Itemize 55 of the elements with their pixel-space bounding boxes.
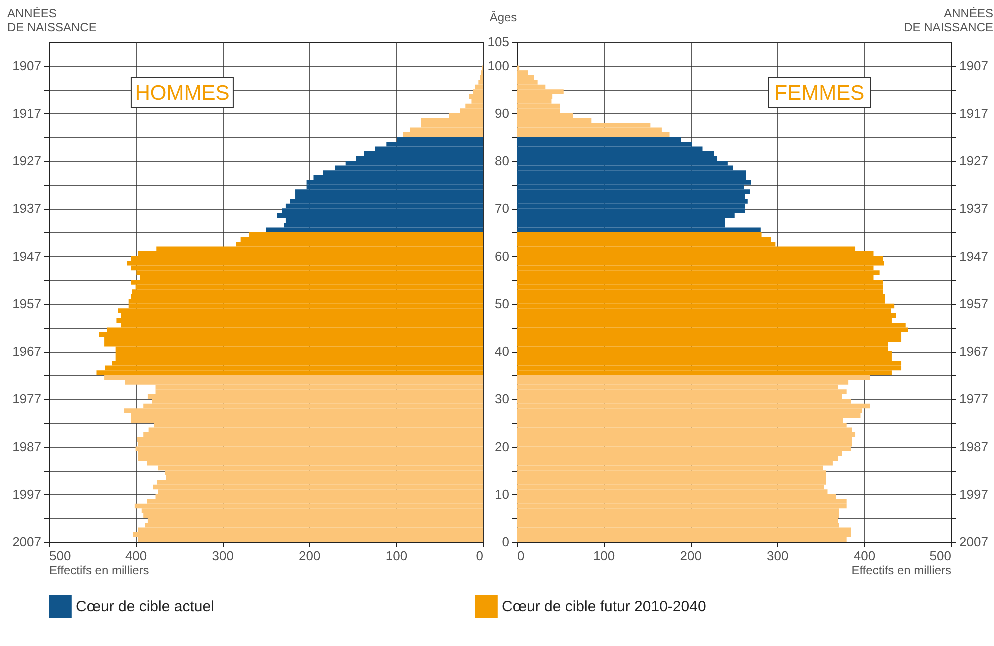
y2-tick-label: 1977: [960, 392, 988, 407]
y2-axis-title: ANNÉES DE NAISSANCE: [904, 6, 994, 34]
y-tick-label: 90: [495, 106, 510, 121]
y-tick-label: 80: [495, 154, 510, 169]
x-tick-label: 400: [125, 548, 148, 564]
x-tick-label: 200: [299, 548, 321, 564]
x-tick-label: 100: [593, 548, 616, 564]
y-tick-label: 40: [495, 344, 510, 360]
y-tick-label: 105: [488, 34, 510, 50]
y-tick-label: 30: [495, 392, 510, 407]
x-tick-label: 100: [386, 548, 408, 564]
x-tick-label: 300: [767, 548, 789, 564]
y-tick-label: 50: [495, 296, 510, 312]
x-tick-label: 400: [854, 548, 876, 564]
y2-tick-label: 1967: [960, 344, 988, 360]
y2-tick-label: 1937: [960, 201, 988, 216]
y2-tick-label: 1957: [960, 296, 988, 312]
y2-tick-label: 1997: [960, 486, 988, 502]
y-tick-label: 2007: [12, 534, 42, 550]
y-tick-label: 1977: [12, 392, 42, 407]
x-tick-label: 500: [930, 548, 952, 564]
y-axis-title: Âges: [490, 10, 518, 24]
y-tick-label: 20: [495, 439, 510, 454]
y-tick-label: 1957: [12, 296, 42, 312]
annotation: FEMMES: [774, 82, 865, 105]
x-axis-title: Effectifs en milliers: [50, 564, 150, 578]
y2-tick-label: 2007: [960, 534, 988, 550]
x-tick-label: 200: [680, 548, 702, 564]
y-tick-label: 1917: [12, 106, 42, 121]
x-axis-title: Effectifs en milliers: [852, 564, 952, 578]
y2-tick-label: 1917: [960, 106, 988, 121]
y2-tick-label: 1907: [960, 58, 988, 74]
y-tick-label: 1927: [12, 154, 42, 169]
annotation: HOMMES: [135, 82, 230, 105]
y-tick-label: 1987: [12, 439, 42, 454]
y2-tick-label: 1947: [960, 248, 988, 264]
y2-tick-label: 1927: [960, 154, 988, 169]
y-tick-label: 100: [488, 58, 510, 74]
legend-label: Cœur de cible actuel: [76, 598, 214, 616]
y-tick-label: 1967: [12, 344, 42, 360]
y-tick-label: 10: [495, 486, 510, 502]
y-axis-title: ANNÉES DE NAISSANCE: [8, 6, 97, 34]
y-tick-label: 1907: [12, 58, 42, 74]
y-tick-label: 0: [502, 534, 510, 550]
x-tick-label: 0: [518, 548, 525, 564]
legend-label: Cœur de cible futur 2010-2040: [502, 598, 706, 616]
y-tick-label: 60: [495, 248, 510, 264]
y2-tick-label: 1987: [960, 439, 988, 454]
y-tick-label: 1937: [12, 201, 42, 216]
y-tick-label: 1997: [12, 486, 42, 502]
y-tick-label: 1947: [12, 248, 42, 264]
y-tick-label: 70: [495, 201, 510, 216]
x-tick-label: 0: [476, 548, 484, 564]
x-tick-label: 500: [50, 548, 72, 564]
x-tick-label: 300: [212, 548, 234, 564]
